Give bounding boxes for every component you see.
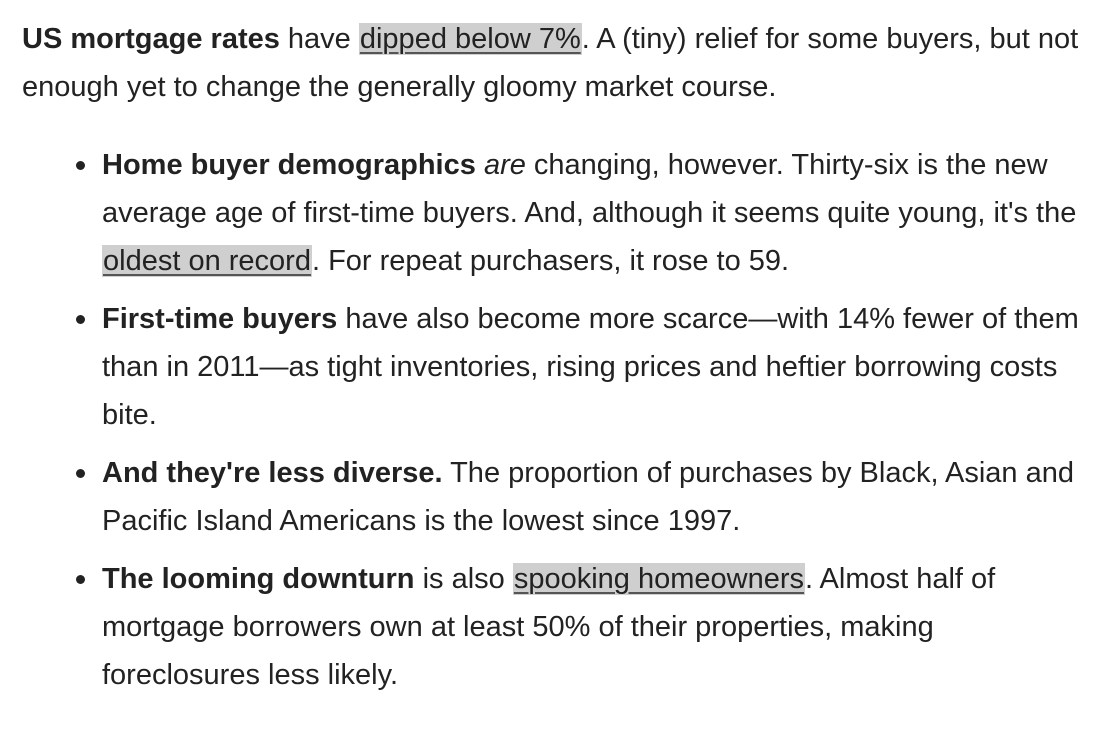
list-item: First-time buyers have also become more … <box>76 295 1084 439</box>
bullet-text: have also become more scarce—with 14% fe… <box>102 303 1079 431</box>
bullet-text: . For repeat purchasers, it rose to 59. <box>311 245 790 277</box>
intro-paragraph: US mortgage rates have dipped below 7%. … <box>22 15 1084 111</box>
bullet-text: is also <box>414 563 513 595</box>
intro-lead: US mortgage rates <box>22 23 280 55</box>
bullet-text <box>476 149 484 181</box>
bullet-text: The proportion of purchases by Black, As… <box>102 457 1074 537</box>
article-body: US mortgage rates have dipped below 7%. … <box>22 15 1084 699</box>
bullet-text: changing, however. Thirty-six is the new… <box>102 149 1077 229</box>
bullet-lead: Home buyer demographics <box>102 149 476 181</box>
link-spooking-homeowners[interactable]: spooking homeowners <box>512 563 806 595</box>
link-dipped-below-7[interactable]: dipped below 7% <box>358 23 582 55</box>
intro-text: . A (tiny) relief for some buyers, but n… <box>22 23 1079 103</box>
link-oldest-on-record[interactable]: oldest on record <box>102 245 312 277</box>
list-item: The looming downturn is also spooking ho… <box>76 555 1084 699</box>
bullet-emphasis: are <box>483 149 526 181</box>
list-item: Home buyer demographics are changing, ho… <box>76 141 1084 285</box>
bullet-lead: The looming downturn <box>102 563 415 595</box>
bullet-list: Home buyer demographics are changing, ho… <box>22 141 1084 699</box>
bullet-lead: First-time buyers <box>102 303 338 335</box>
intro-text: have <box>279 23 359 55</box>
list-item: And they're less diverse. The proportion… <box>76 449 1084 545</box>
bullet-lead: And they're less diverse. <box>102 457 443 489</box>
bullet-text: . Almost half of mortgage borrowers own … <box>102 563 996 691</box>
